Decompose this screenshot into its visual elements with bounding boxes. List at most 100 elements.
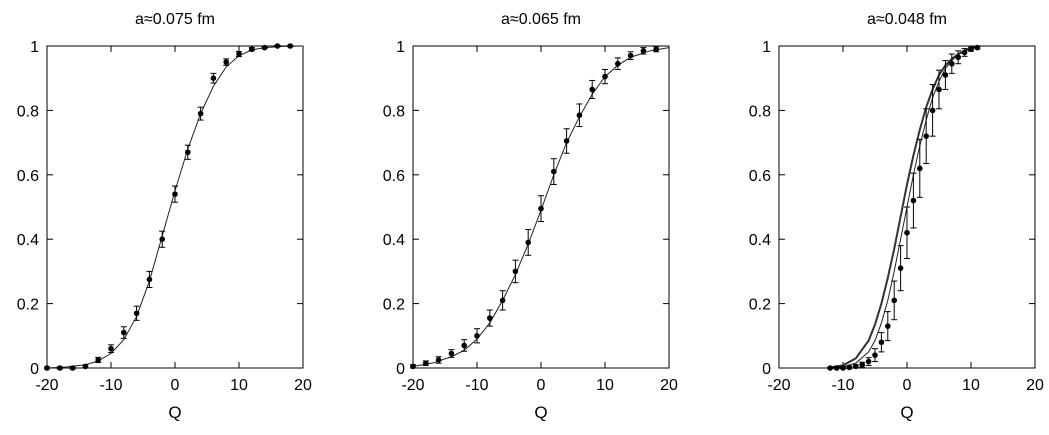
data-point [968, 46, 974, 53]
data-point [133, 310, 140, 317]
x-tick-label: 20 [294, 377, 312, 394]
y-tick-label: 0.6 [383, 168, 405, 185]
y-tick-label: 0.8 [749, 103, 771, 120]
y-tick-label: 0.6 [17, 168, 39, 185]
y-tick-label: 0 [30, 361, 39, 378]
data-point [859, 361, 865, 368]
fit-curve-1 [830, 45, 978, 369]
x-tick-label: -10 [99, 377, 122, 394]
data-point [955, 54, 961, 61]
data-point [223, 59, 229, 65]
x-tick-label: 0 [171, 377, 180, 394]
data-point [897, 265, 904, 271]
x-tick-label: 10 [962, 377, 980, 394]
x-tick-label: -20 [35, 377, 58, 394]
data-point [846, 364, 853, 371]
y-tick-label: 0.8 [383, 103, 405, 120]
data-point [197, 110, 204, 117]
data-point [640, 48, 647, 54]
data-point [185, 149, 191, 156]
x-axis-label: Q [168, 403, 181, 422]
chart-panel-2: a≈0.065 fm Q -20 -10 0 10 20 0 0.2 0.4 0.6 0.8 1 [383, 11, 678, 422]
data-point [487, 315, 493, 321]
y-tick-label: 0.6 [749, 168, 771, 185]
data-point [210, 75, 217, 81]
data-point [936, 86, 942, 93]
chart-panel-3: a≈0.048 fm Q -20 -10 0 10 20 0 0.2 0.4 0.6 0.8 1 [749, 11, 1044, 422]
data-point [44, 365, 50, 371]
y-tick-label: 0.4 [17, 232, 39, 249]
data-point [274, 43, 281, 49]
data-point [878, 339, 885, 346]
data-point [95, 357, 101, 363]
data-point [942, 72, 949, 78]
y-tick-label: 1 [396, 39, 405, 56]
x-tick-label: -10 [465, 377, 488, 394]
data-point [885, 323, 891, 329]
x-tick-label: 0 [903, 377, 912, 394]
data-point [833, 365, 840, 371]
data-point [551, 168, 557, 175]
x-axis-label: Q [534, 403, 547, 422]
data-point [865, 358, 872, 365]
data-point [538, 205, 544, 212]
data-point [853, 363, 859, 370]
data-point [974, 44, 981, 51]
chart-panel-1: a≈0.075 fm Q -20 -10 0 10 20 0 0.2 0.4 0.6 0.8 1 [17, 11, 312, 422]
data-point [448, 350, 455, 357]
data-point [236, 51, 242, 57]
x-tick-label: 10 [230, 377, 248, 394]
data-point [949, 60, 955, 67]
x-tick-label: 10 [596, 377, 614, 394]
data-point [576, 112, 583, 119]
y-tick-label: 0.2 [17, 297, 39, 314]
data-point [653, 46, 659, 53]
data-point [435, 357, 442, 363]
chart-title: a≈0.048 fm [867, 11, 947, 28]
data-point [891, 297, 897, 304]
data-point [159, 236, 165, 242]
chart-title: a≈0.065 fm [501, 11, 581, 28]
y-tick-label: 0.8 [17, 103, 39, 120]
x-tick-label: 20 [1026, 377, 1044, 394]
data-point [249, 46, 255, 53]
data-point [840, 365, 846, 371]
x-tick-label: 0 [537, 377, 546, 394]
x-tick-label: -20 [767, 377, 790, 394]
data-point [57, 365, 63, 371]
fit-curve-2 [830, 46, 978, 369]
data-point [917, 165, 923, 172]
x-tick-label: -20 [401, 377, 424, 394]
y-tick-label: 0 [396, 361, 405, 378]
data-point [910, 197, 917, 204]
data-point [923, 133, 929, 139]
fit-curve-1 [46, 45, 304, 369]
data-point [172, 191, 178, 197]
data-point [589, 86, 595, 93]
x-tick-label: 20 [660, 377, 678, 394]
data-point [461, 342, 468, 349]
data-point [499, 297, 506, 304]
data-point [287, 43, 294, 49]
data-point [410, 363, 416, 370]
data-point [261, 44, 268, 51]
data-point [929, 107, 936, 114]
data-point [904, 229, 910, 236]
data-point [512, 268, 519, 275]
data-point [602, 73, 608, 80]
data-point [474, 333, 480, 339]
x-axis-label: Q [900, 403, 913, 422]
y-tick-label: 0.2 [749, 297, 771, 314]
y-tick-label: 0 [762, 361, 771, 378]
plot-frame [46, 45, 304, 369]
data-point [69, 365, 76, 371]
data-point [82, 363, 89, 370]
data-point [423, 360, 429, 366]
data-point [525, 239, 531, 246]
data-point [961, 49, 968, 56]
y-tick-label: 0.4 [383, 232, 405, 249]
data-point [615, 60, 621, 67]
x-tick-label: -10 [831, 377, 854, 394]
